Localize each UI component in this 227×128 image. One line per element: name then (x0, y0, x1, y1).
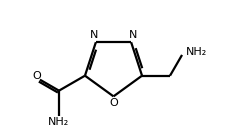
Text: O: O (32, 71, 41, 81)
Text: N: N (90, 30, 98, 40)
Text: N: N (129, 30, 137, 40)
Text: O: O (109, 98, 118, 108)
Text: NH₂: NH₂ (48, 117, 70, 127)
Text: NH₂: NH₂ (186, 47, 207, 57)
